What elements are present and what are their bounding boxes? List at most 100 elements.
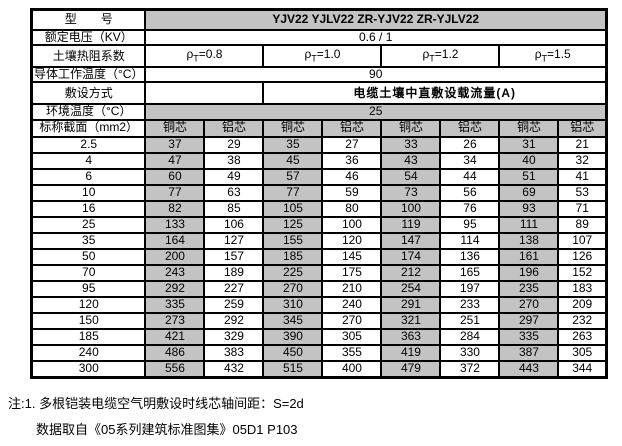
- aluminum-value-cell: 126: [557, 247, 608, 266]
- section-cell: 10: [30, 183, 147, 202]
- core-header-cell: 铝芯: [557, 118, 608, 138]
- copper-value-cell: 212: [380, 263, 442, 282]
- rho-cell: ρT=1.2: [380, 44, 501, 69]
- aluminum-value-cell: 44: [439, 167, 501, 186]
- aluminum-value-cell: 49: [203, 167, 265, 186]
- copper-value-cell: 155: [262, 231, 324, 250]
- copper-value-cell: 292: [144, 279, 206, 298]
- copper-value-cell: 556: [144, 359, 206, 379]
- aluminum-value-cell: 232: [557, 311, 608, 330]
- section-cell: 50: [30, 247, 147, 266]
- footnote-line-1: 注:1. 多根铠装电缆空气明敷设时线芯轴间距：S=2d: [8, 396, 304, 411]
- conductor-temp-label: 导体工作温度（°C）: [30, 66, 147, 84]
- aluminum-value-cell: 32: [557, 151, 608, 170]
- aluminum-value-cell: 127: [203, 231, 265, 250]
- aluminum-value-cell: 197: [439, 279, 501, 298]
- ambient-temp-row: 环境温度（°C） 25: [30, 103, 608, 121]
- copper-value-cell: 73: [380, 183, 442, 202]
- copper-value-cell: 450: [262, 343, 324, 362]
- aluminum-value-cell: 27: [321, 135, 383, 154]
- aluminum-value-cell: 400: [321, 359, 383, 379]
- cable-ampacity-table: 型 号 YJV22 YJLV22 ZR-YJV22 ZR-YJLV22 额定电压…: [30, 8, 608, 379]
- core-header-cell: 铜芯: [380, 118, 442, 138]
- table-row: 70 243 189 225 175 212 165 196 152: [30, 263, 608, 282]
- copper-value-cell: 335: [498, 327, 560, 346]
- aluminum-value-cell: 26: [439, 135, 501, 154]
- table-row: 4 47 38 45 36 43 34 40 32: [30, 151, 608, 170]
- table-row: 2.5 37 29 35 27 33 26 31 21: [30, 135, 608, 154]
- copper-value-cell: 125: [262, 215, 324, 234]
- aluminum-value-cell: 59: [321, 183, 383, 202]
- copper-value-cell: 37: [144, 135, 206, 154]
- data-rows: 2.5 37 29 35 27 33 26 31 21 4 47 38 45 36 43 34 40 32 6 60 4…: [30, 135, 608, 379]
- ambient-temp-label: 环境温度（°C）: [30, 103, 147, 121]
- aluminum-value-cell: 227: [203, 279, 265, 298]
- aluminum-value-cell: 344: [557, 359, 608, 379]
- copper-value-cell: 235: [498, 279, 560, 298]
- conductor-temp-value: 90: [144, 66, 608, 84]
- aluminum-value-cell: 284: [439, 327, 501, 346]
- copper-value-cell: 297: [498, 311, 560, 330]
- laying-method-value: 电缆土壤中直敷设载流量(A): [262, 81, 608, 106]
- aluminum-value-cell: 85: [203, 199, 265, 218]
- aluminum-value-cell: 120: [321, 231, 383, 250]
- copper-value-cell: 54: [380, 167, 442, 186]
- aluminum-value-cell: 76: [439, 199, 501, 218]
- section-cell: 120: [30, 295, 147, 314]
- laying-method-row: 敷设方式 电缆土壤中直敷设载流量(A): [30, 81, 608, 106]
- aluminum-value-cell: 29: [203, 135, 265, 154]
- copper-value-cell: 419: [380, 343, 442, 362]
- core-header-cell: 铝芯: [203, 118, 265, 138]
- copper-value-cell: 35: [262, 135, 324, 154]
- aluminum-value-cell: 251: [439, 311, 501, 330]
- section-cell: 25: [30, 215, 147, 234]
- table-row: 16 82 85 105 80 100 76 93 71: [30, 199, 608, 218]
- section-cell: 70: [30, 263, 147, 282]
- copper-value-cell: 443: [498, 359, 560, 379]
- copper-value-cell: 185: [262, 247, 324, 266]
- copper-value-cell: 138: [498, 231, 560, 250]
- table-row: 10 77 63 77 59 73 56 69 53: [30, 183, 608, 202]
- core-header-cell: 铝芯: [321, 118, 383, 138]
- core-header-cell: 铝芯: [439, 118, 501, 138]
- copper-value-cell: 321: [380, 311, 442, 330]
- copper-value-cell: 310: [262, 295, 324, 314]
- copper-value-cell: 225: [262, 263, 324, 282]
- copper-value-cell: 51: [498, 167, 560, 186]
- copper-value-cell: 243: [144, 263, 206, 282]
- aluminum-value-cell: 106: [203, 215, 265, 234]
- table-row: 25 133 106 125 100 119 95 111 89: [30, 215, 608, 234]
- table-row: 95 292 227 270 210 254 197 235 183: [30, 279, 608, 298]
- copper-value-cell: 119: [380, 215, 442, 234]
- copper-value-cell: 390: [262, 327, 324, 346]
- laying-method-label: 敷设方式: [30, 81, 147, 106]
- aluminum-value-cell: 432: [203, 359, 265, 379]
- copper-value-cell: 45: [262, 151, 324, 170]
- aluminum-value-cell: 145: [321, 247, 383, 266]
- aluminum-value-cell: 107: [557, 231, 608, 250]
- copper-value-cell: 111: [498, 215, 560, 234]
- copper-value-cell: 387: [498, 343, 560, 362]
- copper-value-cell: 93: [498, 199, 560, 218]
- copper-value-cell: 273: [144, 311, 206, 330]
- rho-cell: ρT=0.8: [144, 44, 265, 69]
- copper-value-cell: 196: [498, 263, 560, 282]
- conductor-temp-row: 导体工作温度（°C） 90: [30, 66, 608, 84]
- aluminum-value-cell: 63: [203, 183, 265, 202]
- table-row: 300 556 432 515 400 479 372 443 344: [30, 359, 608, 379]
- table-row: 35 164 127 155 120 147 114 138 107: [30, 231, 608, 250]
- aluminum-value-cell: 114: [439, 231, 501, 250]
- aluminum-value-cell: 355: [321, 343, 383, 362]
- aluminum-value-cell: 383: [203, 343, 265, 362]
- aluminum-value-cell: 329: [203, 327, 265, 346]
- section-cell: 16: [30, 199, 147, 218]
- aluminum-value-cell: 56: [439, 183, 501, 202]
- copper-value-cell: 77: [144, 183, 206, 202]
- section-cell: 2.5: [30, 135, 147, 154]
- copper-value-cell: 60: [144, 167, 206, 186]
- copper-value-cell: 161: [498, 247, 560, 266]
- aluminum-value-cell: 372: [439, 359, 501, 379]
- copper-value-cell: 335: [144, 295, 206, 314]
- model-label: 型 号: [30, 8, 147, 31]
- copper-value-cell: 291: [380, 295, 442, 314]
